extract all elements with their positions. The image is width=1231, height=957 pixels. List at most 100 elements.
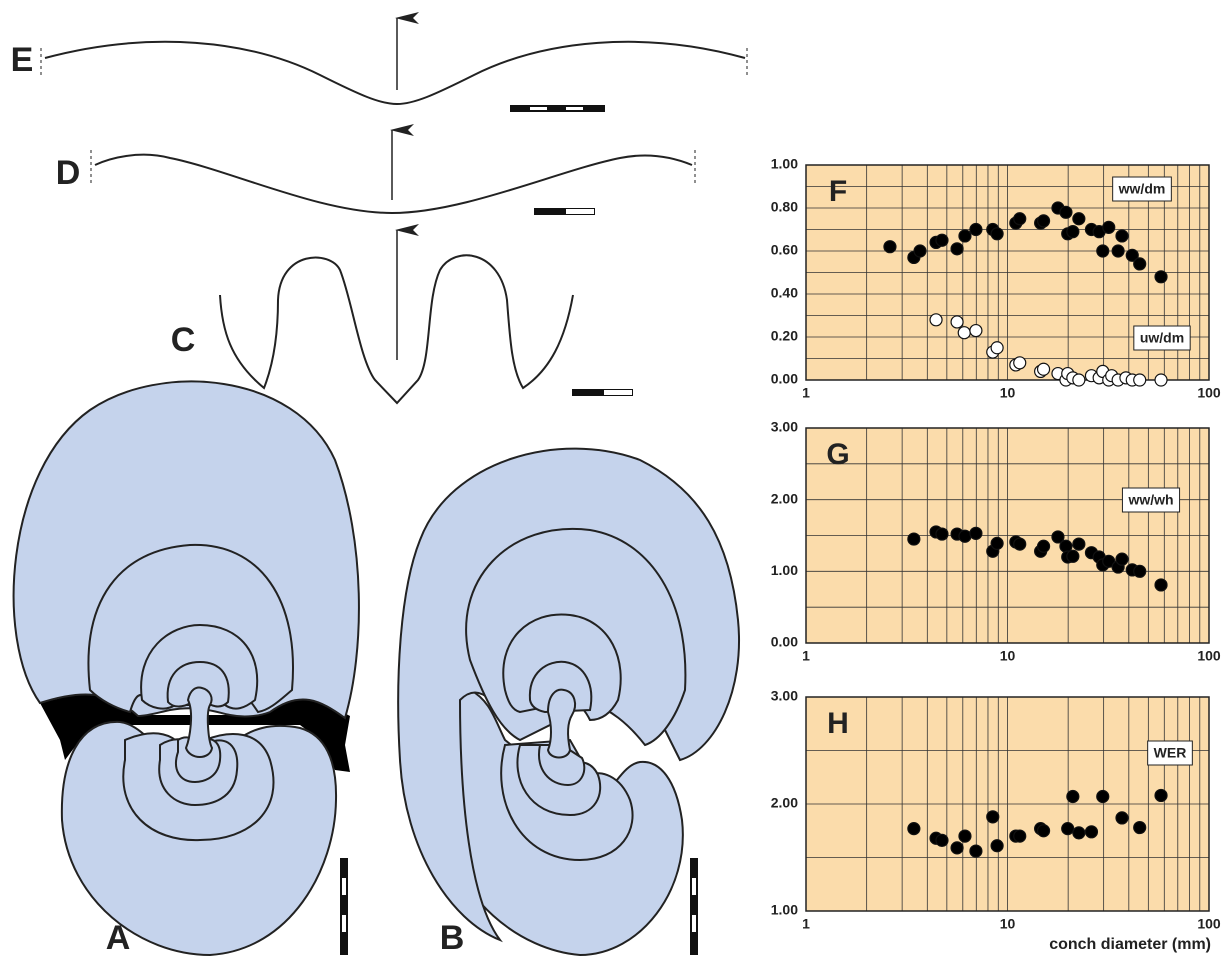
data-point [1062, 823, 1074, 835]
x-axis-label: conch diameter (mm) [1049, 936, 1211, 953]
legend-label: WER [1154, 745, 1187, 761]
figure: E D C A [0, 0, 1231, 957]
data-point [1134, 258, 1146, 270]
legend-label: uw/dm [1140, 330, 1184, 346]
y-tick-label: 0.20 [771, 328, 798, 344]
data-point [1060, 206, 1072, 218]
data-point [1014, 538, 1026, 550]
data-point [991, 228, 1003, 240]
data-point [1097, 245, 1109, 257]
x-tick-label: 100 [1197, 385, 1221, 401]
legend-entry: ww/dm [1113, 177, 1172, 201]
profile-d: D [56, 130, 695, 215]
data-point [1038, 825, 1050, 837]
data-point [1014, 357, 1026, 369]
y-tick-label: 3.00 [771, 419, 798, 435]
legend-entry: ww/wh [1122, 488, 1179, 512]
y-tick-label: 0.80 [771, 199, 798, 215]
data-point [1116, 553, 1128, 565]
data-point [959, 230, 971, 242]
legend-label: ww/dm [1118, 181, 1166, 197]
chart-title: H [827, 707, 849, 740]
data-point [958, 327, 970, 339]
x-tick-label: 10 [1000, 385, 1016, 401]
profile-e: E [11, 18, 747, 112]
data-point [1116, 230, 1128, 242]
data-point [1134, 374, 1146, 386]
y-tick-label: 2.00 [771, 795, 798, 811]
y-tick-label: 0.00 [771, 634, 798, 650]
data-point [951, 316, 963, 328]
data-point [959, 830, 971, 842]
data-point [1073, 374, 1085, 386]
x-tick-label: 1 [802, 385, 810, 401]
y-tick-label: 1.00 [771, 562, 798, 578]
x-tick-label: 10 [1000, 648, 1016, 664]
cross-section-a: A [14, 381, 359, 956]
data-point [1097, 791, 1109, 803]
data-point [1073, 213, 1085, 225]
profile-c: C [171, 230, 633, 403]
x-tick-label: 100 [1197, 916, 1221, 932]
y-tick-label: 0.00 [771, 371, 798, 387]
data-point [1103, 221, 1115, 233]
chart-title: G [826, 438, 849, 471]
data-point [1038, 540, 1050, 552]
data-point [1116, 812, 1128, 824]
data-point [936, 528, 948, 540]
data-point [1067, 791, 1079, 803]
data-point [951, 842, 963, 854]
data-point [1155, 374, 1167, 386]
x-tick-label: 10 [1000, 916, 1016, 932]
data-point [908, 823, 920, 835]
data-point [1134, 565, 1146, 577]
data-point [1155, 579, 1167, 591]
data-point [1067, 226, 1079, 238]
cross-section-b: B [398, 449, 739, 957]
chart-title: F [829, 175, 847, 208]
data-point [1085, 826, 1097, 838]
y-tick-label: 1.00 [771, 902, 798, 918]
data-point [987, 811, 999, 823]
data-point [930, 314, 942, 326]
x-tick-label: 1 [802, 648, 810, 664]
data-point [908, 533, 920, 545]
panel-label: B [440, 919, 465, 957]
legend-label: ww/wh [1127, 492, 1173, 508]
data-point [1073, 538, 1085, 550]
data-point [970, 224, 982, 236]
y-tick-label: 3.00 [771, 688, 798, 704]
x-tick-label: 100 [1197, 648, 1221, 664]
data-point [991, 342, 1003, 354]
data-point [1038, 215, 1050, 227]
panel-label: C [171, 321, 196, 359]
data-point [1067, 550, 1079, 562]
data-point [1155, 789, 1167, 801]
panel-label: E [11, 41, 34, 79]
data-point [1155, 271, 1167, 283]
data-point [1014, 830, 1026, 842]
data-point [914, 245, 926, 257]
data-point [1112, 245, 1124, 257]
data-point [1073, 827, 1085, 839]
legend-entry: WER [1148, 741, 1193, 765]
y-tick-label: 2.00 [771, 490, 798, 506]
data-point [1014, 213, 1026, 225]
y-tick-label: 1.00 [771, 156, 798, 172]
data-point [936, 834, 948, 846]
x-tick-label: 1 [802, 916, 810, 932]
data-point [1038, 363, 1050, 375]
data-point [970, 845, 982, 857]
panel-label: D [56, 154, 81, 192]
y-tick-label: 0.40 [771, 285, 798, 301]
data-point [991, 840, 1003, 852]
data-point [1134, 822, 1146, 834]
data-point [970, 527, 982, 539]
data-point [991, 537, 1003, 549]
data-point [884, 241, 896, 253]
data-point [970, 325, 982, 337]
y-tick-label: 0.60 [771, 242, 798, 258]
legend-entry: uw/dm [1134, 326, 1190, 350]
data-point [959, 530, 971, 542]
data-point [951, 243, 963, 255]
